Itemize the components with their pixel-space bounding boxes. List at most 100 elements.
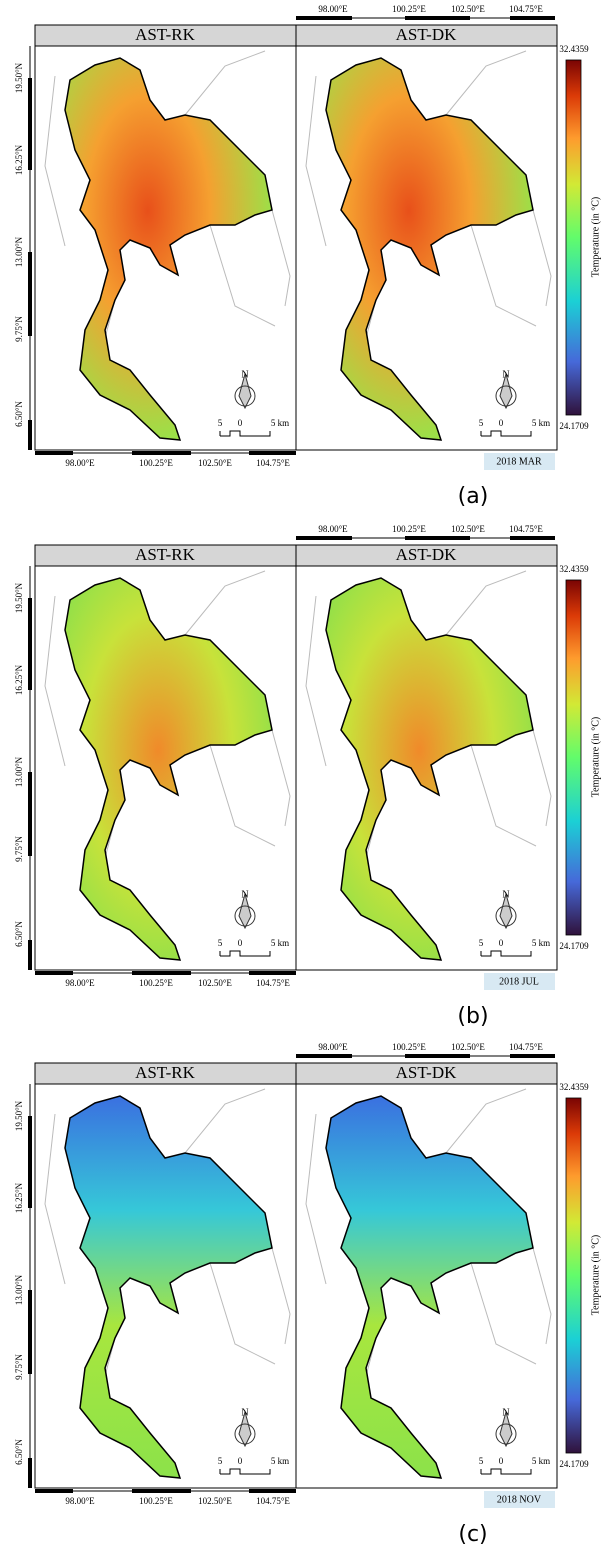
neighbour-borders xyxy=(44,50,291,377)
panel: 98.00°E 100.25°E 102.50°E 104.75°E 98.00°E 10… xyxy=(14,4,601,509)
scale-label: 0 xyxy=(238,938,243,948)
colorbar xyxy=(565,1097,582,1454)
scale-label: 5 km xyxy=(271,418,289,428)
lat-tick-label: 16.25°N xyxy=(14,144,24,175)
scale-label: 5 xyxy=(479,1456,484,1466)
scale-label: 0 xyxy=(499,418,504,428)
country-fill xyxy=(64,577,273,961)
lon-tick-label: 100.25°E xyxy=(139,1496,173,1506)
neighbour-borders xyxy=(305,570,552,897)
neighbour-borders xyxy=(44,1088,291,1415)
colorbar xyxy=(565,579,582,936)
panel-label: (b) xyxy=(457,1004,488,1029)
scale-label: 5 km xyxy=(532,1456,550,1466)
panel: 98.00°E 100.25°E 102.50°E 104.75°E 98.00°E 10… xyxy=(14,1042,601,1547)
scale-label: 5 km xyxy=(532,938,550,948)
lat-tick-label: 19.50°N xyxy=(14,62,24,93)
lon-tick-label: 98.00°E xyxy=(318,1042,348,1052)
north-ring xyxy=(495,385,517,407)
lon-tick-label: 102.50°E xyxy=(198,978,232,988)
north-label: N xyxy=(241,369,248,380)
north-label: N xyxy=(502,369,509,380)
scale-bar xyxy=(219,950,271,957)
scale-label: 0 xyxy=(499,938,504,948)
lon-tick-label: 102.50°E xyxy=(198,458,232,468)
lat-tick-label: 13.00°N xyxy=(14,236,24,267)
colorbar-max: 32.4359 xyxy=(559,564,589,574)
north-arrow xyxy=(499,1410,513,1448)
lat-tick-label: 6.50°N xyxy=(14,921,24,947)
north-ring xyxy=(495,905,517,927)
lon-tick-label: 100.25°E xyxy=(139,978,173,988)
scale-label: 0 xyxy=(499,1456,504,1466)
neighbour-borders xyxy=(305,50,552,377)
scale-bar xyxy=(480,950,532,957)
scale-bar xyxy=(480,1468,532,1475)
north-ring xyxy=(495,1423,517,1445)
lat-tick-label: 13.00°N xyxy=(14,756,24,787)
lat-tick-label: 9.75°N xyxy=(14,836,24,862)
north-arrow xyxy=(238,1410,252,1448)
lat-tick-label: 9.75°N xyxy=(14,1354,24,1380)
lat-tick-label: 9.75°N xyxy=(14,316,24,342)
scale-label: 5 km xyxy=(532,418,550,428)
lon-tick-label: 104.75°E xyxy=(509,4,543,14)
map-title: AST-RK xyxy=(135,1063,196,1082)
map: N 5 0 5 km xyxy=(44,50,291,441)
lon-tick-label: 104.75°E xyxy=(256,978,290,988)
map-title: AST-DK xyxy=(396,1063,457,1082)
lon-tick-label: 100.25°E xyxy=(392,1042,426,1052)
country-fill xyxy=(64,1095,273,1479)
map-title: AST-DK xyxy=(396,25,457,44)
colorbar xyxy=(565,59,582,416)
north-ring xyxy=(234,385,256,407)
north-label: N xyxy=(241,1407,248,1418)
scale-label: 5 xyxy=(218,938,223,948)
lon-tick-label: 102.50°E xyxy=(451,524,485,534)
lon-tick-label: 100.25°E xyxy=(139,458,173,468)
lat-tick-label: 19.50°N xyxy=(14,582,24,613)
neighbour-borders xyxy=(44,570,291,897)
scale-label: 5 xyxy=(479,938,484,948)
north-label: N xyxy=(502,1407,509,1418)
lon-tick-label: 98.00°E xyxy=(65,458,95,468)
north-label: N xyxy=(241,889,248,900)
lat-tick-label: 16.25°N xyxy=(14,664,24,695)
map: N 5 0 5 km xyxy=(305,570,552,961)
colorbar-min: 24.1709 xyxy=(559,1459,589,1469)
date-box xyxy=(484,1491,555,1508)
map: N 5 0 5 km xyxy=(44,1088,291,1479)
lon-tick-label: 98.00°E xyxy=(65,1496,95,1506)
date-label: 2018 JUL xyxy=(499,976,539,987)
map: N 5 0 5 km xyxy=(305,50,552,441)
colorbar-min: 24.1709 xyxy=(559,941,589,951)
north-label: N xyxy=(502,889,509,900)
colorbar-max: 32.4359 xyxy=(559,44,589,54)
date-box xyxy=(484,453,555,470)
date-label: 2018 NOV xyxy=(497,1494,542,1505)
lon-tick-label: 100.25°E xyxy=(392,4,426,14)
neighbour-borders xyxy=(305,1088,552,1415)
north-ring xyxy=(234,1423,256,1445)
lon-tick-label: 98.00°E xyxy=(65,978,95,988)
lon-tick-label: 104.75°E xyxy=(256,1496,290,1506)
date-box xyxy=(484,973,555,990)
country-fill xyxy=(325,1095,534,1479)
colorbar-label: Temperature (in °C) xyxy=(590,1235,601,1316)
lon-tick-label: 102.50°E xyxy=(451,4,485,14)
lon-tick-label: 98.00°E xyxy=(318,4,348,14)
map: N 5 0 5 km xyxy=(305,1088,552,1479)
lon-tick-label: 102.50°E xyxy=(198,1496,232,1506)
scale-bar xyxy=(480,430,532,437)
country-fill xyxy=(325,577,534,961)
date-label: 2018 MAR xyxy=(496,456,542,467)
panel-label: (a) xyxy=(458,484,489,509)
north-arrow xyxy=(499,892,513,930)
scale-bar xyxy=(219,1468,271,1475)
lon-tick-label: 104.75°E xyxy=(256,458,290,468)
lon-tick-label: 98.00°E xyxy=(318,524,348,534)
lat-tick-label: 19.50°N xyxy=(14,1100,24,1131)
panel-label: (c) xyxy=(458,1522,487,1547)
lat-tick-label: 6.50°N xyxy=(14,401,24,427)
